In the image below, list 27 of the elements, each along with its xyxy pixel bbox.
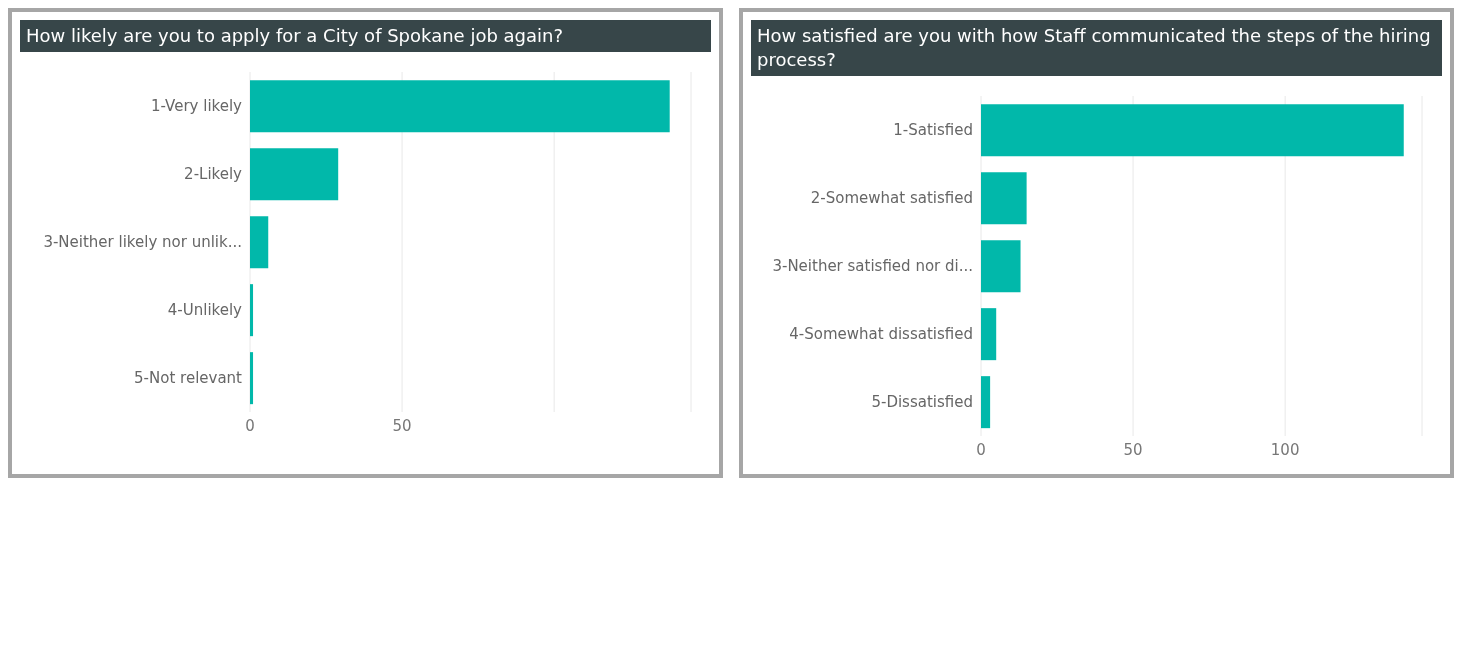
chart-title: How likely are you to apply for a City of Spokane job again? xyxy=(20,20,711,52)
bar xyxy=(250,148,339,201)
y-tick-label: 1-Very likely xyxy=(151,97,243,116)
y-tick-label: 2-Somewhat satisfied xyxy=(810,189,973,208)
bar xyxy=(981,376,991,429)
y-tick-label: 4-Unlikely xyxy=(167,301,243,320)
y-tick-label: 2-Likely xyxy=(184,165,243,184)
bar xyxy=(981,240,1021,293)
y-tick-label: 3-Neither satisfied nor di... xyxy=(772,257,973,276)
bar xyxy=(250,352,254,405)
bar xyxy=(981,172,1027,225)
x-tick-label: 100 xyxy=(1270,440,1300,459)
y-tick-label: 5-Dissatisfied xyxy=(871,393,973,412)
y-tick-label: 4-Somewhat dissatisfied xyxy=(789,325,973,344)
y-tick-label: 1-Satisfied xyxy=(893,121,973,140)
x-tick-label: 0 xyxy=(976,440,986,459)
x-tick-label: 50 xyxy=(1123,440,1143,459)
bar xyxy=(250,216,269,269)
y-tick-label: 3-Neither likely nor unlik... xyxy=(43,233,242,252)
x-tick-label: 0 xyxy=(245,416,255,435)
x-tick-label: 50 xyxy=(392,416,412,435)
bar xyxy=(250,80,670,133)
chart-title: How satisfied are you with how Staff communicated the steps of the hiring process? xyxy=(751,20,1442,76)
bar xyxy=(981,104,1404,157)
bar xyxy=(250,284,254,337)
bar xyxy=(981,308,997,361)
y-tick-label: 5-Not relevant xyxy=(134,369,243,388)
